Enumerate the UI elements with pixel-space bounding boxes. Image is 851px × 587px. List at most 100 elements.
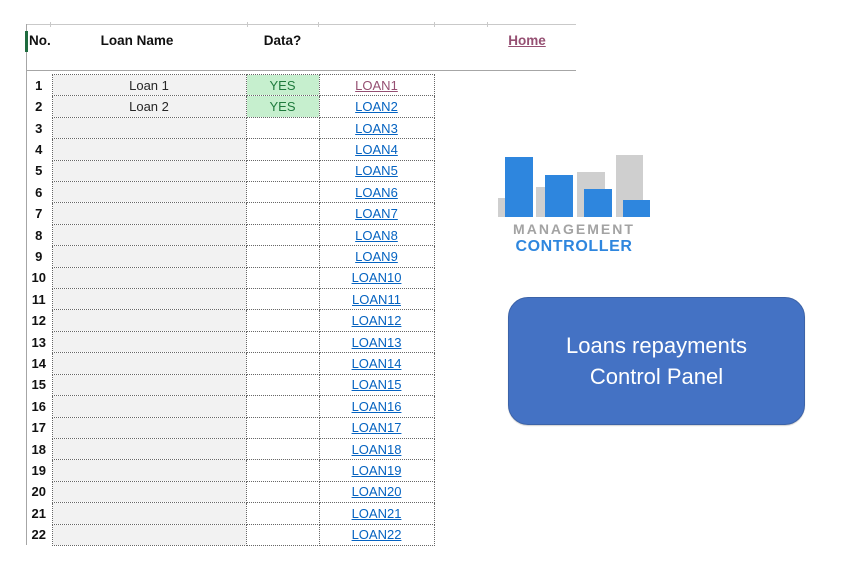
loan-name-cell[interactable] xyxy=(51,395,247,418)
row-number: 20 xyxy=(31,484,46,500)
loan-name-cell[interactable] xyxy=(51,159,247,183)
row-number: 16 xyxy=(31,398,46,414)
loan-link[interactable]: LOAN18 xyxy=(351,441,402,457)
loan-link[interactable]: LOAN21 xyxy=(351,505,402,521)
grid-tick xyxy=(487,22,488,27)
data-cell[interactable] xyxy=(245,138,320,161)
grid-tick xyxy=(50,22,51,27)
loan-name-cell[interactable] xyxy=(51,116,247,140)
data-cell[interactable] xyxy=(245,437,320,461)
row-number: 8 xyxy=(35,227,43,243)
table-row: 6 LOAN6 xyxy=(26,181,435,204)
data-cell[interactable] xyxy=(245,352,320,375)
grid-tick xyxy=(247,22,248,27)
loan-link[interactable]: LOAN2 xyxy=(355,99,398,115)
loan-name-cell[interactable] xyxy=(51,202,247,225)
loan-link-cell: LOAN1 xyxy=(318,73,435,97)
loan-link[interactable]: LOAN7 xyxy=(355,206,398,222)
loan-link[interactable]: LOAN22 xyxy=(351,527,402,543)
loan-name-cell[interactable]: Loan 1 xyxy=(51,73,247,97)
data-cell[interactable]: YES xyxy=(245,95,320,118)
data-cell[interactable] xyxy=(245,480,320,504)
logo-bar-gray-icon xyxy=(498,198,508,217)
loan-link[interactable]: LOAN9 xyxy=(355,248,398,264)
table-row: 7 LOAN7 xyxy=(26,202,435,225)
home-link[interactable]: Home xyxy=(508,33,546,48)
logo-text-management: MANAGEMENT xyxy=(513,221,635,237)
loan-name-cell[interactable] xyxy=(51,288,247,311)
table-row: 19 LOAN19 xyxy=(26,459,435,482)
loan-link[interactable]: LOAN16 xyxy=(351,398,402,414)
loan-link[interactable]: LOAN1 xyxy=(355,77,398,93)
data-cell[interactable] xyxy=(245,373,320,397)
loan-name-cell[interactable]: Loan 2 xyxy=(51,95,247,118)
loan-name-cell[interactable] xyxy=(51,309,247,332)
table-row: 1 Loan 1 YES LOAN1 xyxy=(26,73,435,97)
data-cell[interactable] xyxy=(245,245,320,268)
loan-link[interactable]: LOAN20 xyxy=(351,484,402,500)
data-cell[interactable] xyxy=(245,223,320,247)
data-cell[interactable] xyxy=(245,202,320,225)
loan-name-cell[interactable] xyxy=(51,223,247,247)
logo-text-controller: CONTROLLER xyxy=(515,238,633,255)
loan-link-cell: LOAN2 xyxy=(318,95,435,118)
data-cell[interactable] xyxy=(245,416,320,439)
data-cell[interactable] xyxy=(245,288,320,311)
loan-link[interactable]: LOAN11 xyxy=(352,291,401,307)
loan-link[interactable]: LOAN12 xyxy=(351,313,402,329)
grid-tick xyxy=(318,22,319,27)
loan-link[interactable]: LOAN17 xyxy=(351,420,402,436)
table-row: 9 LOAN9 xyxy=(26,245,435,268)
header-underline xyxy=(26,70,576,71)
loan-link-cell: LOAN10 xyxy=(318,266,435,290)
data-cell[interactable] xyxy=(245,116,320,140)
data-cell[interactable] xyxy=(245,266,320,290)
loan-name-cell[interactable] xyxy=(51,330,247,354)
data-cell[interactable]: YES xyxy=(245,73,320,97)
table-row: 10 LOAN10 xyxy=(26,266,435,290)
loan-name-cell[interactable] xyxy=(51,245,247,268)
loan-name-cell[interactable] xyxy=(51,181,247,204)
data-cell[interactable] xyxy=(245,459,320,482)
loan-link-cell: LOAN21 xyxy=(318,502,435,525)
control-panel-button[interactable]: Loans repayments Control Panel xyxy=(508,297,805,425)
data-cell[interactable] xyxy=(245,159,320,183)
loan-link-cell: LOAN6 xyxy=(318,181,435,204)
loan-name-cell[interactable] xyxy=(51,138,247,161)
row-number: 13 xyxy=(31,334,46,350)
loan-name-cell[interactable] xyxy=(51,416,247,439)
loan-link[interactable]: LOAN5 xyxy=(355,163,398,179)
loan-name-cell[interactable] xyxy=(51,523,247,546)
loan-link-cell: LOAN22 xyxy=(318,523,435,546)
loan-link[interactable]: LOAN6 xyxy=(355,184,398,200)
loan-name-cell[interactable] xyxy=(51,459,247,482)
header-no: No. xyxy=(29,33,51,48)
loan-name-cell[interactable] xyxy=(51,266,247,290)
loan-link[interactable]: LOAN15 xyxy=(351,377,402,393)
loan-name-cell[interactable] xyxy=(51,502,247,525)
data-cell[interactable] xyxy=(245,181,320,204)
loan-link[interactable]: LOAN4 xyxy=(355,141,398,157)
row-number: 2 xyxy=(35,99,43,115)
loan-link-cell: LOAN14 xyxy=(318,352,435,375)
loan-name-cell[interactable] xyxy=(51,480,247,504)
loan-link[interactable]: LOAN13 xyxy=(351,334,402,350)
data-cell[interactable] xyxy=(245,330,320,354)
loan-name-cell[interactable] xyxy=(51,373,247,397)
loan-link[interactable]: LOAN8 xyxy=(355,227,398,243)
row-number: 17 xyxy=(31,420,46,436)
header-loan-name: Loan Name xyxy=(100,33,174,48)
data-cell[interactable] xyxy=(245,309,320,332)
loan-link[interactable]: LOAN19 xyxy=(351,463,402,479)
data-cell[interactable] xyxy=(245,502,320,525)
loan-link-cell: LOAN3 xyxy=(318,116,435,140)
loan-link[interactable]: LOAN10 xyxy=(351,270,402,286)
loan-link[interactable]: LOAN3 xyxy=(355,120,398,136)
loan-table: 1 Loan 1 YES LOAN1 2 Loan 2 YES LOAN2 3 … xyxy=(26,73,435,546)
loan-name-cell[interactable] xyxy=(51,352,247,375)
data-cell[interactable] xyxy=(245,523,320,546)
data-cell[interactable] xyxy=(245,395,320,418)
loan-link[interactable]: LOAN14 xyxy=(351,355,402,371)
loan-name-cell[interactable] xyxy=(51,437,247,461)
loan-link-cell: LOAN16 xyxy=(318,395,435,418)
